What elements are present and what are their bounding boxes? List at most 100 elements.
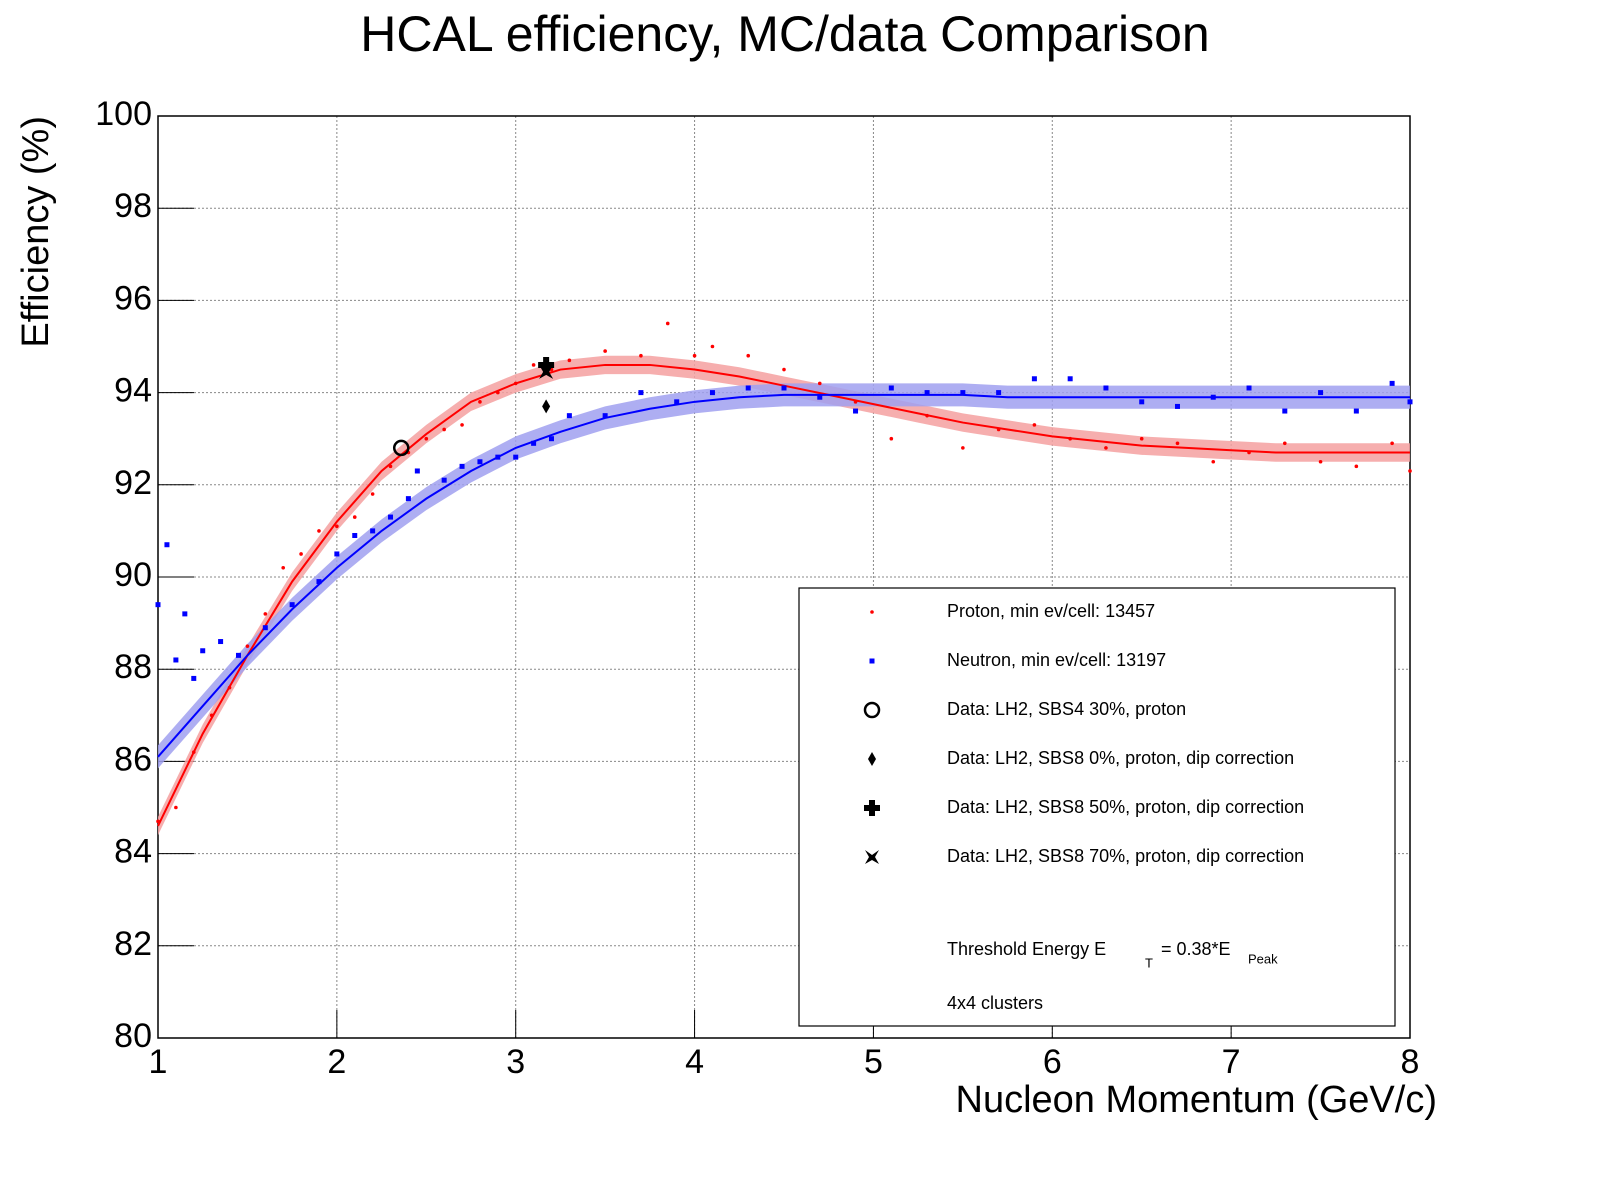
data-point	[1211, 459, 1216, 464]
data-point	[692, 353, 697, 358]
y-tick-label: 86	[114, 740, 152, 778]
data-point	[1247, 450, 1251, 455]
data-point	[155, 602, 161, 608]
data-point	[191, 750, 196, 754]
legend-label: Data: LH2, SBS4 30%, proton	[947, 699, 1186, 719]
annotation: 4x4 clusters	[947, 993, 1043, 1013]
legend: Proton, min ev/cell: 13457 Neutron, min e…	[798, 587, 1396, 1027]
y-tick-label: 100	[95, 95, 152, 133]
data-point	[1139, 399, 1145, 405]
data-point	[1282, 408, 1288, 414]
legend-label: Neutron, min ev/cell: 13197	[947, 650, 1166, 670]
data-point	[638, 390, 644, 396]
chart-title: HCAL efficiency, MC/data Comparison	[360, 6, 1209, 62]
data-point	[459, 463, 465, 469]
data-point	[392, 439, 410, 457]
legend-marker	[863, 701, 881, 719]
data-point	[460, 423, 464, 427]
data-point	[1175, 441, 1180, 446]
data-point	[1104, 446, 1108, 450]
data-point	[602, 413, 608, 419]
data-point	[1067, 376, 1073, 382]
data-point	[539, 364, 554, 379]
data-point	[478, 400, 482, 404]
data-point	[317, 529, 321, 533]
data-point	[334, 551, 340, 557]
legend-label: Data: LH2, SBS8 50%, proton, dip correct…	[947, 797, 1304, 817]
data-point	[182, 611, 188, 617]
y-tick-label: 88	[114, 648, 152, 686]
y-tick-label: 96	[114, 279, 152, 317]
data-point	[782, 367, 786, 372]
data-point	[1353, 408, 1359, 414]
data-point	[996, 390, 1002, 396]
data-point	[1318, 390, 1324, 396]
data-point	[299, 552, 303, 556]
data-point	[496, 390, 500, 395]
data-point	[209, 713, 214, 718]
x-tick-label: 1	[149, 1043, 168, 1081]
data-point	[745, 385, 751, 391]
data-point	[335, 524, 339, 529]
data-point	[156, 819, 160, 824]
data-point	[316, 579, 322, 585]
data-point	[538, 356, 555, 373]
data-point	[817, 381, 822, 386]
data-point	[281, 565, 286, 570]
data-point	[996, 427, 1001, 432]
data-point	[1318, 459, 1323, 464]
data-point	[174, 805, 178, 810]
x-tick-label: 5	[864, 1043, 883, 1081]
data-point	[603, 349, 607, 353]
data-point	[388, 464, 393, 469]
x-tick-label: 6	[1043, 1043, 1062, 1081]
data-point	[1354, 464, 1359, 469]
data-point	[1031, 376, 1037, 382]
data-point	[1283, 441, 1287, 446]
data-point	[1407, 399, 1413, 405]
data-point	[665, 321, 670, 326]
annotation: Threshold Energy E	[947, 939, 1106, 959]
data-point	[262, 625, 268, 631]
data-point	[888, 385, 894, 391]
legend-marker	[865, 850, 879, 864]
data-point	[218, 639, 224, 645]
data-point	[191, 675, 197, 681]
legend-marker	[869, 658, 875, 664]
data-point	[746, 353, 751, 358]
data-point	[388, 514, 394, 520]
y-tick-label: 92	[114, 464, 152, 502]
data-point	[352, 533, 358, 539]
data-point	[164, 542, 170, 548]
data-point	[245, 644, 250, 648]
legend-marker	[870, 610, 874, 614]
data-point	[442, 427, 446, 432]
x-tick-label: 3	[506, 1043, 525, 1081]
data-point	[1139, 436, 1144, 441]
y-tick-label: 84	[114, 833, 152, 871]
data-point	[227, 685, 232, 690]
data-point	[531, 363, 536, 367]
data-point	[924, 390, 930, 396]
data-point	[674, 399, 680, 405]
data-point	[542, 399, 551, 414]
data-point	[853, 408, 859, 414]
data-point	[548, 436, 554, 442]
data-point	[889, 436, 894, 441]
data-point	[513, 381, 518, 386]
data-point	[1389, 380, 1395, 386]
data-point	[370, 492, 375, 496]
data-point	[441, 477, 447, 483]
fit-curve	[157, 393, 1410, 758]
legend-label: Data: LH2, SBS8 0%, proton, dip correcti…	[947, 748, 1294, 768]
data-point	[352, 515, 357, 519]
x-tick-label: 8	[1401, 1043, 1420, 1081]
y-tick-label: 90	[114, 556, 152, 594]
data-point	[961, 446, 965, 450]
data-point	[566, 413, 572, 419]
data-point	[1246, 385, 1252, 391]
x-tick-label: 2	[327, 1043, 346, 1081]
annotation: Peak	[1248, 951, 1278, 966]
y-axis-label: Efficiency (%)	[15, 116, 57, 348]
data-point	[173, 657, 179, 663]
